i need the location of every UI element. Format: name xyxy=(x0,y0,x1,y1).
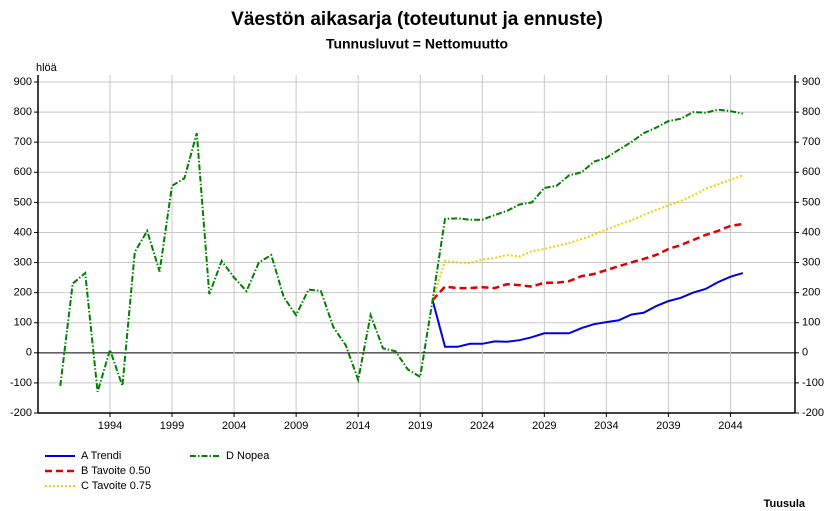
y2-tick-label: 700 xyxy=(802,136,820,148)
y2-tick-label: 100 xyxy=(802,317,820,329)
x-tick-label: 2024 xyxy=(470,420,494,432)
y-tick-label: -100 xyxy=(10,377,32,389)
y-tick-label: 500 xyxy=(14,196,32,208)
y-tick-label: 700 xyxy=(14,136,32,148)
y2-tick-label: 800 xyxy=(802,106,820,118)
y2-tick-label: 200 xyxy=(802,287,820,299)
y-tick-label: 600 xyxy=(14,166,32,178)
x-tick-label: 1999 xyxy=(160,420,184,432)
y2-tick-label: -200 xyxy=(802,407,824,419)
x-tick-label: 1994 xyxy=(98,420,122,432)
y-tick-label: 900 xyxy=(14,76,32,88)
legend-label: A Trendi xyxy=(81,450,121,462)
chart-subtitle: Tunnusluvut = Nettomuutto xyxy=(326,36,508,52)
y2-tick-label: 400 xyxy=(802,226,820,238)
x-tick-label: 2044 xyxy=(718,420,742,432)
line-series xyxy=(431,272,744,348)
legend-label: C Tavoite 0.75 xyxy=(81,480,151,492)
y2-tick-label: 500 xyxy=(802,196,820,208)
x-tick-label: 2014 xyxy=(346,420,370,432)
y2-tick-label: 600 xyxy=(802,166,820,178)
y2-tick-label: -100 xyxy=(802,377,824,389)
y2-tick-label: 300 xyxy=(802,256,820,268)
y-tick-label: -200 xyxy=(10,407,32,419)
y-tick-label: 800 xyxy=(14,106,32,118)
chart-title: Väestön aikasarja (toteutunut ja ennuste… xyxy=(231,9,603,30)
legend-label: B Tavoite 0.50 xyxy=(81,465,151,477)
x-tick-label: 2019 xyxy=(408,420,432,432)
x-tick-label: 2034 xyxy=(594,420,618,432)
line-series xyxy=(431,174,744,301)
footnote: Tuusula xyxy=(764,498,806,510)
y-tick-label: 100 xyxy=(14,317,32,329)
line-series xyxy=(431,222,744,302)
x-tick-label: 2029 xyxy=(532,420,556,432)
y-tick-label: 300 xyxy=(14,256,32,268)
y-axis-label: hlöä xyxy=(36,62,58,74)
y-tick-label: 400 xyxy=(14,226,32,238)
y-tick-label: 0 xyxy=(26,347,32,359)
x-tick-label: 2004 xyxy=(222,420,246,432)
x-tick-label: 2039 xyxy=(656,420,680,432)
y2-tick-label: 900 xyxy=(802,76,820,88)
x-tick-label: 2009 xyxy=(284,420,308,432)
y2-tick-label: 0 xyxy=(802,347,808,359)
line-series xyxy=(59,108,744,393)
legend-label: D Nopea xyxy=(226,450,270,462)
y-tick-label: 200 xyxy=(14,287,32,299)
